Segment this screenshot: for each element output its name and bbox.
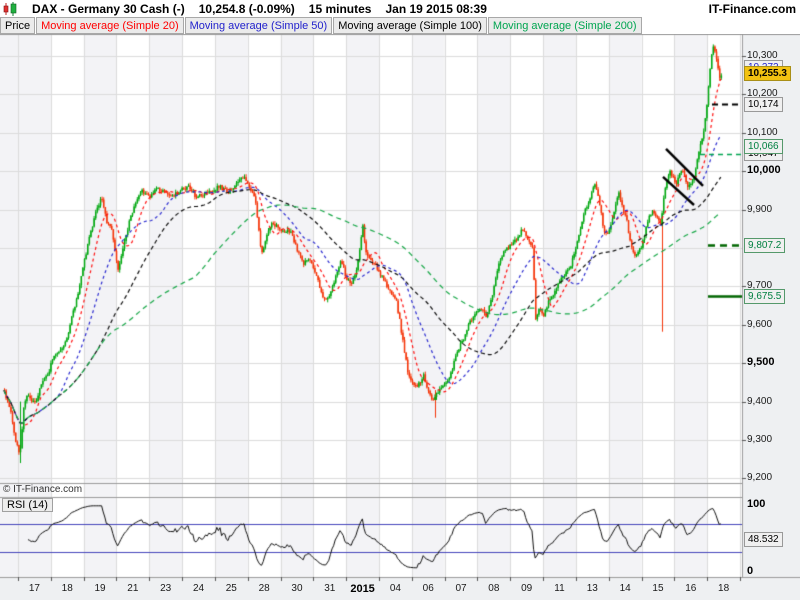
rsi-indicator-button[interactable]: RSI (14) [2, 498, 53, 512]
price-tick-label: 9,900 [747, 203, 773, 215]
price-tick-label: 10,300 [747, 50, 778, 61]
date-tick-label: 2015 [350, 583, 375, 595]
price-tick-label: 9,400 [747, 395, 773, 407]
date-tick-label: 25 [225, 583, 237, 594]
header-bar: DAX - Germany 30 Cash (-) 10,254.8 (-0.0… [0, 0, 800, 17]
datetime-label: Jan 19 2015 08:39 [385, 1, 487, 16]
price-tick-label: 9,200 [747, 472, 773, 484]
date-tick-label: 08 [488, 583, 500, 594]
rsi-value-label: 48.532 [744, 532, 783, 548]
date-tick-label: 24 [192, 583, 205, 594]
axis-value-label: 9,807.2 [744, 238, 786, 254]
price-tick-label: 10,200 [747, 88, 778, 100]
timeframe-label: 15 minutes [308, 1, 372, 16]
price-series-button[interactable]: Price [0, 17, 36, 34]
date-tick-label: 16 [685, 583, 697, 594]
date-tick-label: 21 [127, 583, 139, 594]
date-tick-label: 31 [324, 583, 336, 594]
price-tick-label: 9,500 [747, 356, 775, 369]
date-tick-label: 07 [455, 583, 467, 594]
date-tick-label: 19 [94, 583, 106, 594]
ma50-button[interactable]: Moving average (Simple 50) [184, 17, 333, 34]
price-tick-label: 9,700 [747, 280, 773, 292]
date-tick-label: 18 [61, 583, 73, 594]
date-tick-label: 09 [521, 583, 533, 594]
rsi-top-tick: 100 [747, 498, 766, 510]
axis-value-label: 10,255.3 [744, 66, 791, 82]
watermark: © IT-Finance.com [3, 484, 83, 495]
date-tick-label: 23 [160, 583, 172, 594]
date-tick-label: 11 [554, 583, 565, 594]
date-tick-label: 04 [389, 583, 401, 594]
ma100-button[interactable]: Moving average (Simple 100) [333, 17, 487, 34]
candlestick-icon [2, 1, 18, 16]
price-tick-label: 9,300 [747, 434, 773, 445]
brand-label: IT-Finance.com [708, 1, 796, 16]
axis-value-label: 9,675.5 [744, 288, 786, 304]
date-tick-label: 06 [422, 583, 434, 594]
indicator-bar: Price Moving average (Simple 20) Moving … [0, 17, 800, 34]
date-tick-label: 13 [586, 583, 598, 594]
price-tick-label: 10,000 [747, 164, 781, 177]
instrument-title: DAX - Germany 30 Cash (-) [32, 1, 185, 16]
date-tick-label: 28 [258, 583, 270, 594]
date-tick-label: 17 [28, 583, 40, 594]
axis-value-label: 10,174 [744, 97, 783, 113]
ma20-button[interactable]: Moving average (Simple 20) [36, 17, 184, 34]
date-tick-label: 18 [718, 583, 730, 594]
date-tick-label: 14 [619, 583, 631, 594]
price-tick-label: 10,100 [747, 126, 778, 138]
rsi-bottom-tick: 0 [747, 565, 754, 577]
date-tick-label: 30 [291, 583, 303, 594]
axis-value-label: 10,066 [744, 138, 783, 154]
ma200-button[interactable]: Moving average (Simple 200) [487, 17, 642, 34]
last-price-change: 10,254.8 (-0.09%) [198, 1, 295, 16]
price-tick-label: 9,600 [747, 318, 773, 330]
date-tick-label: 15 [652, 583, 664, 594]
